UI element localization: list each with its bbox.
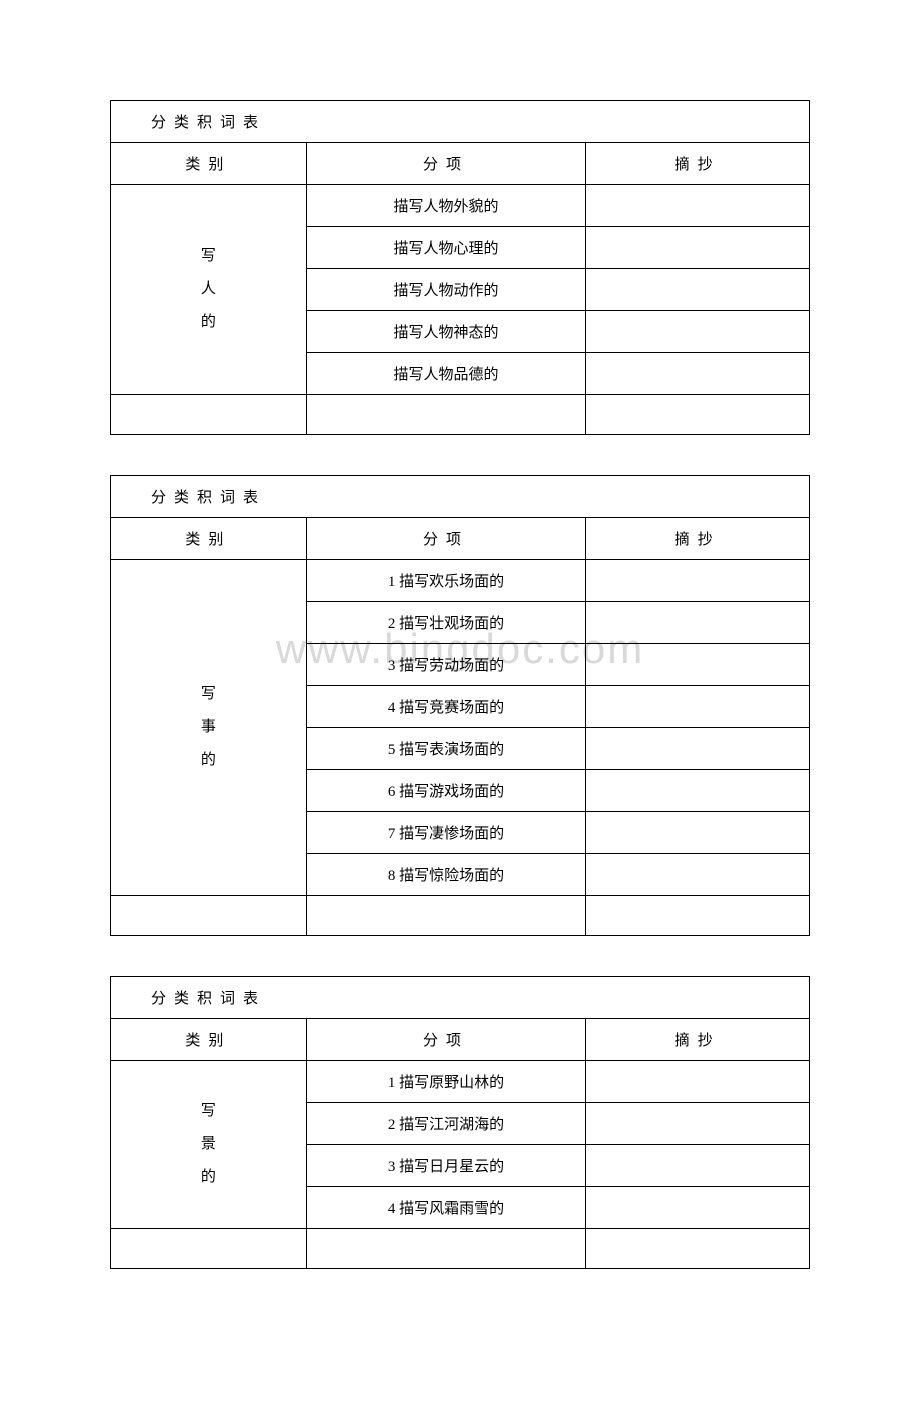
item-cell: 3 描写劳动场面的 xyxy=(306,644,586,686)
excerpt-cell xyxy=(586,269,810,311)
empty-cell xyxy=(586,896,810,936)
category-char: 的 xyxy=(119,744,298,777)
excerpt-cell xyxy=(586,560,810,602)
table-row: 类别分项摘抄 xyxy=(111,143,810,185)
item-cell: 3 描写日月星云的 xyxy=(306,1145,586,1187)
empty-cell xyxy=(586,395,810,435)
column-header: 分项 xyxy=(306,1019,586,1061)
item-cell: 5 描写表演场面的 xyxy=(306,728,586,770)
table-title: 分类积词表 xyxy=(111,476,810,518)
table-row: 写事的1 描写欢乐场面的 xyxy=(111,560,810,602)
empty-cell xyxy=(111,395,307,435)
excerpt-cell xyxy=(586,1061,810,1103)
empty-cell xyxy=(586,1229,810,1269)
column-header: 分项 xyxy=(306,143,586,185)
table-title: 分类积词表 xyxy=(111,977,810,1019)
item-cell: 描写人物神态的 xyxy=(306,311,586,353)
column-header: 类别 xyxy=(111,143,307,185)
excerpt-cell xyxy=(586,854,810,896)
table-row: 分类积词表 xyxy=(111,476,810,518)
category-char: 的 xyxy=(119,1161,298,1194)
item-cell: 描写人物心理的 xyxy=(306,227,586,269)
empty-cell xyxy=(306,896,586,936)
excerpt-cell xyxy=(586,1187,810,1229)
item-cell: 1 描写原野山林的 xyxy=(306,1061,586,1103)
excerpt-cell xyxy=(586,1103,810,1145)
excerpt-cell xyxy=(586,311,810,353)
column-header: 摘抄 xyxy=(586,518,810,560)
empty-cell xyxy=(111,896,307,936)
excerpt-cell xyxy=(586,770,810,812)
item-cell: 7 描写凄惨场面的 xyxy=(306,812,586,854)
excerpt-cell xyxy=(586,644,810,686)
column-header: 类别 xyxy=(111,518,307,560)
vocabulary-table: 分类积词表类别分项摘抄写事的1 描写欢乐场面的2 描写壮观场面的3 描写劳动场面… xyxy=(110,475,810,936)
category-cell: 写人的 xyxy=(111,185,307,395)
item-cell: 8 描写惊险场面的 xyxy=(306,854,586,896)
table-row: 类别分项摘抄 xyxy=(111,1019,810,1061)
empty-cell xyxy=(306,395,586,435)
table-row: 写景的1 描写原野山林的 xyxy=(111,1061,810,1103)
category-char: 事 xyxy=(119,711,298,744)
table-row xyxy=(111,1229,810,1269)
empty-cell xyxy=(111,1229,307,1269)
item-cell: 4 描写风霜雨雪的 xyxy=(306,1187,586,1229)
tables-container: 分类积词表类别分项摘抄写人的描写人物外貌的描写人物心理的描写人物动作的描写人物神… xyxy=(110,100,810,1269)
column-header: 分项 xyxy=(306,518,586,560)
excerpt-cell xyxy=(586,812,810,854)
column-header: 类别 xyxy=(111,1019,307,1061)
excerpt-cell xyxy=(586,602,810,644)
excerpt-cell xyxy=(586,686,810,728)
table-row: 写人的描写人物外貌的 xyxy=(111,185,810,227)
category-char: 写 xyxy=(119,678,298,711)
item-cell: 2 描写壮观场面的 xyxy=(306,602,586,644)
table-row: 分类积词表 xyxy=(111,101,810,143)
item-cell: 2 描写江河湖海的 xyxy=(306,1103,586,1145)
item-cell: 1 描写欢乐场面的 xyxy=(306,560,586,602)
table-row xyxy=(111,395,810,435)
item-cell: 描写人物动作的 xyxy=(306,269,586,311)
table-row xyxy=(111,896,810,936)
category-cell: 写事的 xyxy=(111,560,307,896)
item-cell: 描写人物外貌的 xyxy=(306,185,586,227)
excerpt-cell xyxy=(586,1145,810,1187)
category-char: 写 xyxy=(119,1095,298,1128)
category-char: 写 xyxy=(119,240,298,273)
excerpt-cell xyxy=(586,185,810,227)
category-char: 景 xyxy=(119,1128,298,1161)
empty-cell xyxy=(306,1229,586,1269)
category-char: 人 xyxy=(119,273,298,306)
category-char: 的 xyxy=(119,306,298,339)
excerpt-cell xyxy=(586,353,810,395)
table-row: 分类积词表 xyxy=(111,977,810,1019)
table-row: 类别分项摘抄 xyxy=(111,518,810,560)
column-header: 摘抄 xyxy=(586,143,810,185)
category-cell: 写景的 xyxy=(111,1061,307,1229)
excerpt-cell xyxy=(586,227,810,269)
column-header: 摘抄 xyxy=(586,1019,810,1061)
vocabulary-table: 分类积词表类别分项摘抄写人的描写人物外貌的描写人物心理的描写人物动作的描写人物神… xyxy=(110,100,810,435)
item-cell: 描写人物品德的 xyxy=(306,353,586,395)
table-title: 分类积词表 xyxy=(111,101,810,143)
vocabulary-table: 分类积词表类别分项摘抄写景的1 描写原野山林的2 描写江河湖海的3 描写日月星云… xyxy=(110,976,810,1269)
item-cell: 6 描写游戏场面的 xyxy=(306,770,586,812)
excerpt-cell xyxy=(586,728,810,770)
item-cell: 4 描写竞赛场面的 xyxy=(306,686,586,728)
